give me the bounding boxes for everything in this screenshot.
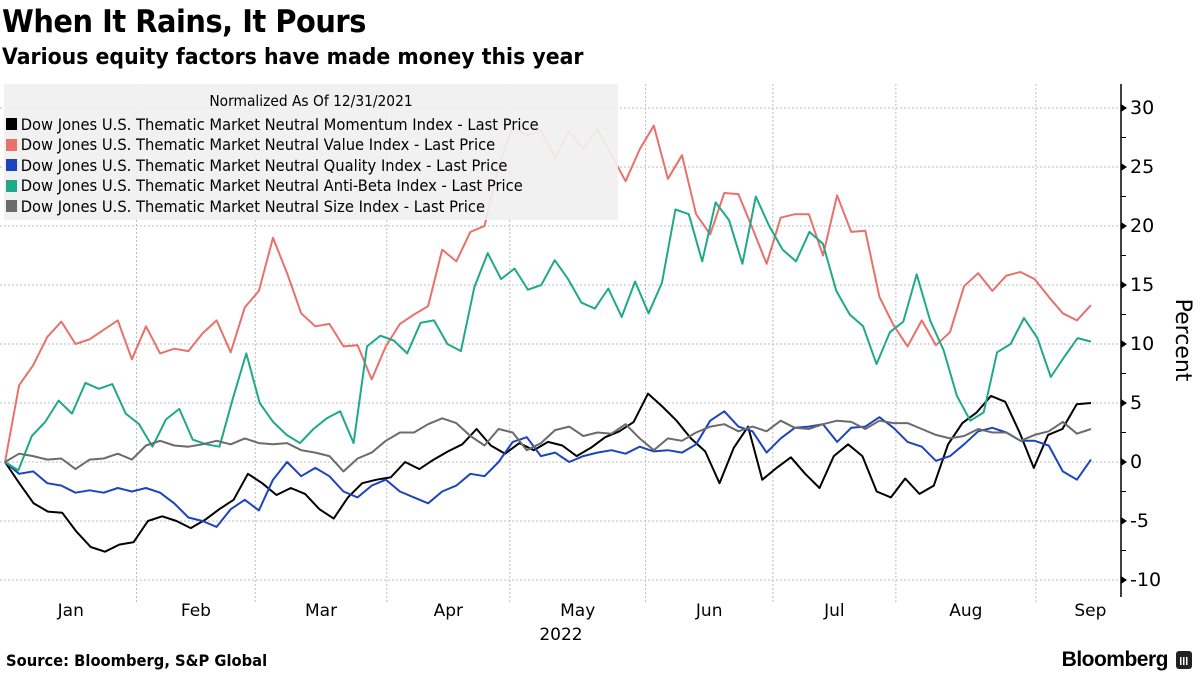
y-axis: 30 25 20 15 10 5 0 -5 -10	[1120, 84, 1161, 597]
legend-item: Dow Jones U.S. Thematic Market Neutral Q…	[6, 155, 507, 175]
legend-swatch	[6, 200, 18, 212]
y-tick-label: 5	[1130, 392, 1142, 414]
y-tick-marker	[1121, 340, 1127, 348]
x-axis: Jan Feb Mar Apr May Jun Jul Aug Sep 2022	[57, 601, 1107, 645]
y-tick-marker	[1121, 576, 1127, 584]
y-tick-label: 20	[1130, 215, 1154, 237]
y-tick-marker	[1121, 222, 1127, 230]
y-axis-label: Percent	[1170, 299, 1195, 382]
legend-item: Dow Jones U.S. Thematic Market Neutral V…	[6, 135, 495, 155]
y-tick-marker	[1121, 458, 1127, 466]
legend-item: Dow Jones U.S. Thematic Market Neutral M…	[6, 114, 539, 134]
y-tick-marker	[1121, 399, 1127, 407]
source-note: Source: Bloomberg, S&P Global	[6, 651, 268, 670]
series-line-3	[4, 195, 1092, 472]
x-year-label: 2022	[539, 625, 582, 645]
series-line-0	[4, 392, 1092, 553]
series-line-2	[4, 410, 1092, 528]
y-tick-label: 10	[1130, 333, 1154, 355]
y-tick-marker	[1121, 163, 1127, 171]
bloomberg-logo: Bloomberg	[1061, 648, 1169, 671]
series-line-4	[4, 417, 1092, 473]
y-tick-label: 30	[1130, 97, 1154, 119]
x-tick-label: Feb	[181, 601, 211, 621]
x-tick-label: May	[560, 601, 595, 621]
y-tick-label: 25	[1130, 156, 1154, 178]
legend-label: Dow Jones U.S. Thematic Market Neutral M…	[20, 114, 539, 134]
x-tick-label: Apr	[434, 601, 463, 621]
x-tick-label: Mar	[305, 601, 337, 621]
x-tick-label: Aug	[949, 601, 982, 621]
legend-swatch	[6, 138, 18, 151]
legend-label: Dow Jones U.S. Thematic Market Neutral A…	[20, 176, 523, 195]
legend: Normalized As Of 12/31/2021 Dow Jones U.…	[4, 84, 618, 220]
y-tick-label: 15	[1130, 274, 1154, 296]
x-tick-label: Jul	[823, 601, 845, 621]
legend-swatch	[6, 179, 18, 192]
y-tick-marker	[1121, 517, 1127, 525]
legend-label: Dow Jones U.S. Thematic Market Neutral Q…	[20, 155, 508, 175]
x-tick-label: Sep	[1074, 601, 1106, 621]
x-tick-label: Jun	[695, 601, 723, 621]
chart-subtitle: Various equity factors have made money t…	[2, 45, 584, 70]
x-tick-label: Jan	[57, 601, 84, 621]
legend-label: Dow Jones U.S. Thematic Market Neutral V…	[20, 135, 496, 154]
legend-swatch	[6, 118, 18, 130]
legend-swatch	[6, 159, 18, 171]
y-tick-marker	[1121, 281, 1127, 289]
chart-title: When It Rains, It Pours	[2, 4, 366, 40]
y-tick-label: -5	[1130, 510, 1149, 532]
legend-item: Dow Jones U.S. Thematic Market Neutral A…	[6, 176, 523, 196]
y-tick-marker	[1121, 104, 1127, 112]
legend-label: Dow Jones U.S. Thematic Market Neutral S…	[20, 196, 486, 216]
legend-item: Dow Jones U.S. Thematic Market Neutral S…	[6, 196, 485, 216]
bloomberg-chart-icon	[1176, 651, 1192, 669]
legend-title: Normalized As Of 12/31/2021	[209, 92, 413, 110]
y-tick-label: 0	[1130, 451, 1142, 473]
y-tick-label: -10	[1130, 569, 1161, 591]
